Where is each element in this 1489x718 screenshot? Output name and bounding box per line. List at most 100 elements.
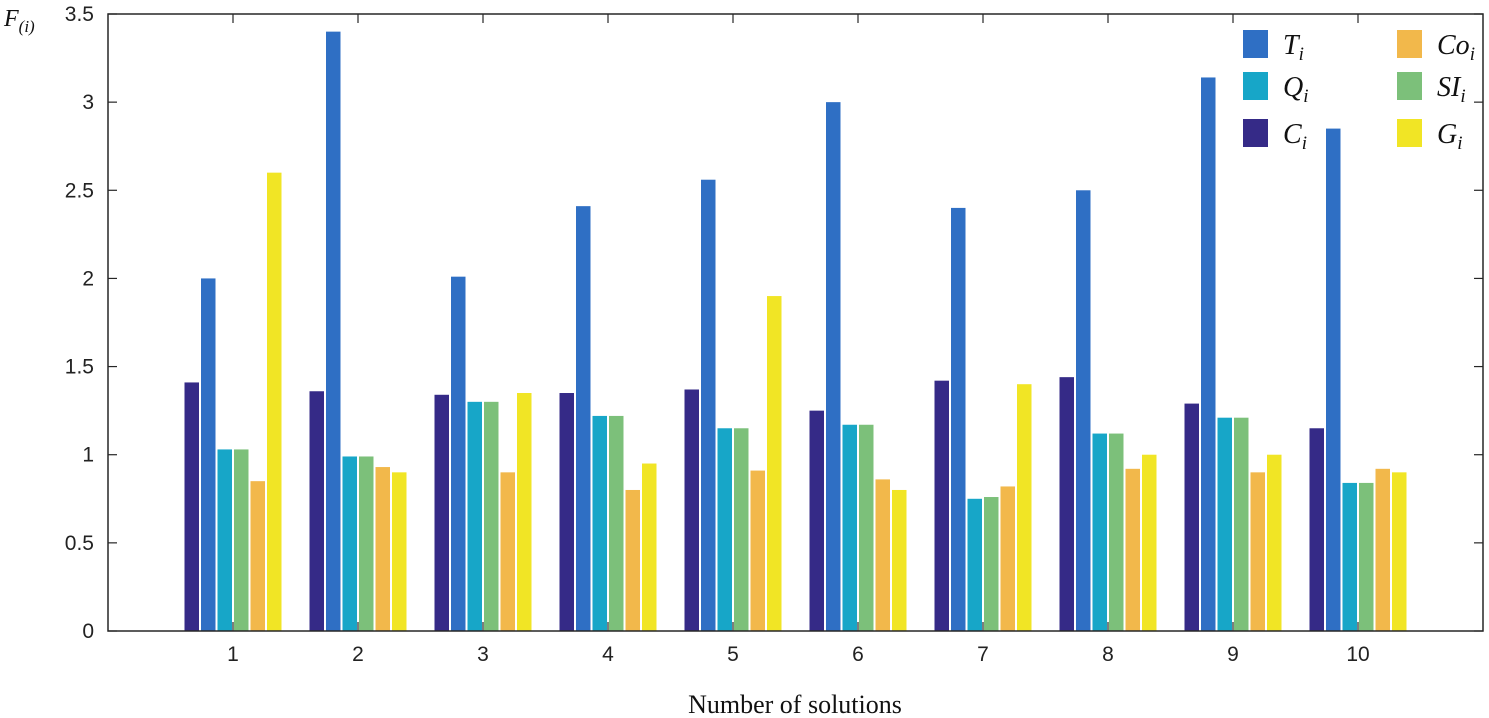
bar-g-4 (642, 463, 657, 631)
x-axis-label: Number of solutions (688, 690, 902, 718)
legend-label-sub: i (1302, 133, 1307, 154)
bar-t-6 (826, 102, 841, 631)
x-tick-label: 2 (352, 643, 364, 666)
bar-si-3 (484, 401, 499, 631)
bar-si-10 (1359, 482, 1374, 631)
bar-co-1 (250, 481, 265, 631)
x-axis: 1 2 3 4 5 6 7 8 9 10 (227, 14, 1370, 666)
bar-co-3 (500, 472, 515, 631)
legend-swatch-c (1243, 119, 1268, 147)
bar-g-7 (1017, 384, 1032, 631)
x-tick-label: 9 (1227, 643, 1239, 666)
bar-c-3 (434, 394, 449, 631)
legend-label-sub: i (1303, 86, 1308, 107)
plot-frame (107, 13, 1484, 632)
legend-swatch-si (1397, 72, 1422, 100)
bar-q-10 (1342, 482, 1357, 631)
legend-label-main: SI (1437, 72, 1462, 103)
x-tick-label: 1 (227, 643, 239, 666)
bar-co-8 (1125, 468, 1140, 631)
legend-label-sub: i (1470, 44, 1475, 65)
x-tick-label: 10 (1346, 643, 1369, 666)
y-tick-label: 3 (82, 91, 94, 114)
bar-c-4 (559, 393, 574, 631)
bar-q-7 (967, 498, 982, 631)
bar-g-1 (267, 172, 282, 631)
y-axis-label: F(i) (3, 6, 35, 36)
legend-label-main: Q (1283, 72, 1303, 103)
bar-c-5 (684, 389, 699, 631)
bar-g-8 (1142, 454, 1157, 631)
bar-co-7 (1000, 486, 1015, 631)
legend-label-sub: i (1460, 86, 1465, 107)
bar-co-4 (625, 489, 640, 631)
bar-c-1 (184, 382, 199, 631)
x-tick-label: 8 (1102, 643, 1114, 666)
y-tick-label: 1 (82, 444, 94, 467)
legend-label-sub: i (1299, 44, 1304, 65)
legend-label-co: Coi (1437, 30, 1475, 65)
legend-swatch-co (1397, 30, 1422, 58)
y-tick-label: 0.5 (65, 532, 94, 555)
legend-label-si: SIi (1437, 72, 1466, 107)
bar-c-6 (809, 410, 824, 631)
bar-q-5 (717, 428, 732, 631)
bar-si-8 (1109, 433, 1124, 631)
bar-co-9 (1250, 472, 1265, 631)
bar-t-4 (576, 206, 591, 631)
bar-si-6 (859, 424, 874, 631)
bar-g-3 (517, 393, 532, 631)
bar-t-5 (701, 179, 716, 631)
bar-co-6 (875, 479, 890, 631)
bar-si-2 (359, 456, 374, 631)
bar-si-1 (234, 449, 249, 631)
bar-g-6 (892, 489, 907, 631)
bar-t-10 (1326, 128, 1341, 631)
bar-c-2 (309, 391, 324, 631)
legend-label-main: C (1283, 119, 1302, 150)
bar-c-9 (1184, 403, 1199, 631)
bar-q-4 (592, 415, 607, 631)
legend-label-main: G (1437, 119, 1457, 150)
bar-si-9 (1234, 417, 1249, 631)
bar-t-1 (201, 278, 216, 631)
bar-g-9 (1267, 454, 1282, 631)
bar-q-6 (842, 424, 857, 631)
bar-t-3 (451, 276, 466, 631)
legend-label-g: Gi (1437, 119, 1463, 154)
bar-q-2 (342, 456, 357, 631)
bar-si-7 (984, 497, 999, 631)
bar-co-2 (375, 467, 390, 631)
y-tick-label: 2 (82, 267, 94, 290)
x-tick-label: 3 (477, 643, 489, 666)
bar-q-3 (467, 401, 482, 631)
legend-swatch-t (1243, 30, 1268, 58)
legend-label-t: Ti (1283, 30, 1304, 65)
bar-q-9 (1217, 417, 1232, 631)
y-axis: 0 0.5 1 1.5 2 2.5 3 3.5 (65, 3, 1483, 643)
y-tick-label: 1.5 (65, 356, 94, 379)
y-axis-label-sub: (i) (19, 17, 35, 36)
bar-c-10 (1309, 428, 1324, 631)
legend-label-q: Qi (1283, 72, 1309, 107)
x-tick-label: 4 (602, 643, 614, 666)
legend-label-c: Ci (1283, 119, 1307, 154)
bar-q-8 (1092, 433, 1107, 631)
bar-si-5 (734, 428, 749, 631)
bar-t-8 (1076, 190, 1091, 632)
bar-q-1 (217, 449, 232, 631)
bar-c-7 (934, 380, 949, 631)
bar-c-8 (1059, 377, 1074, 631)
legend-label-main: Co (1437, 30, 1470, 61)
legend-swatch-g (1397, 119, 1422, 147)
x-tick-label: 7 (977, 643, 989, 666)
legend-label-sub: i (1457, 133, 1462, 154)
y-axis-label-main: F (3, 6, 19, 32)
y-tick-label: 0 (82, 620, 94, 643)
bars-layer (184, 31, 1407, 632)
y-tick-label: 3.5 (65, 3, 94, 26)
bar-si-4 (609, 415, 624, 631)
x-tick-label: 6 (852, 643, 864, 666)
